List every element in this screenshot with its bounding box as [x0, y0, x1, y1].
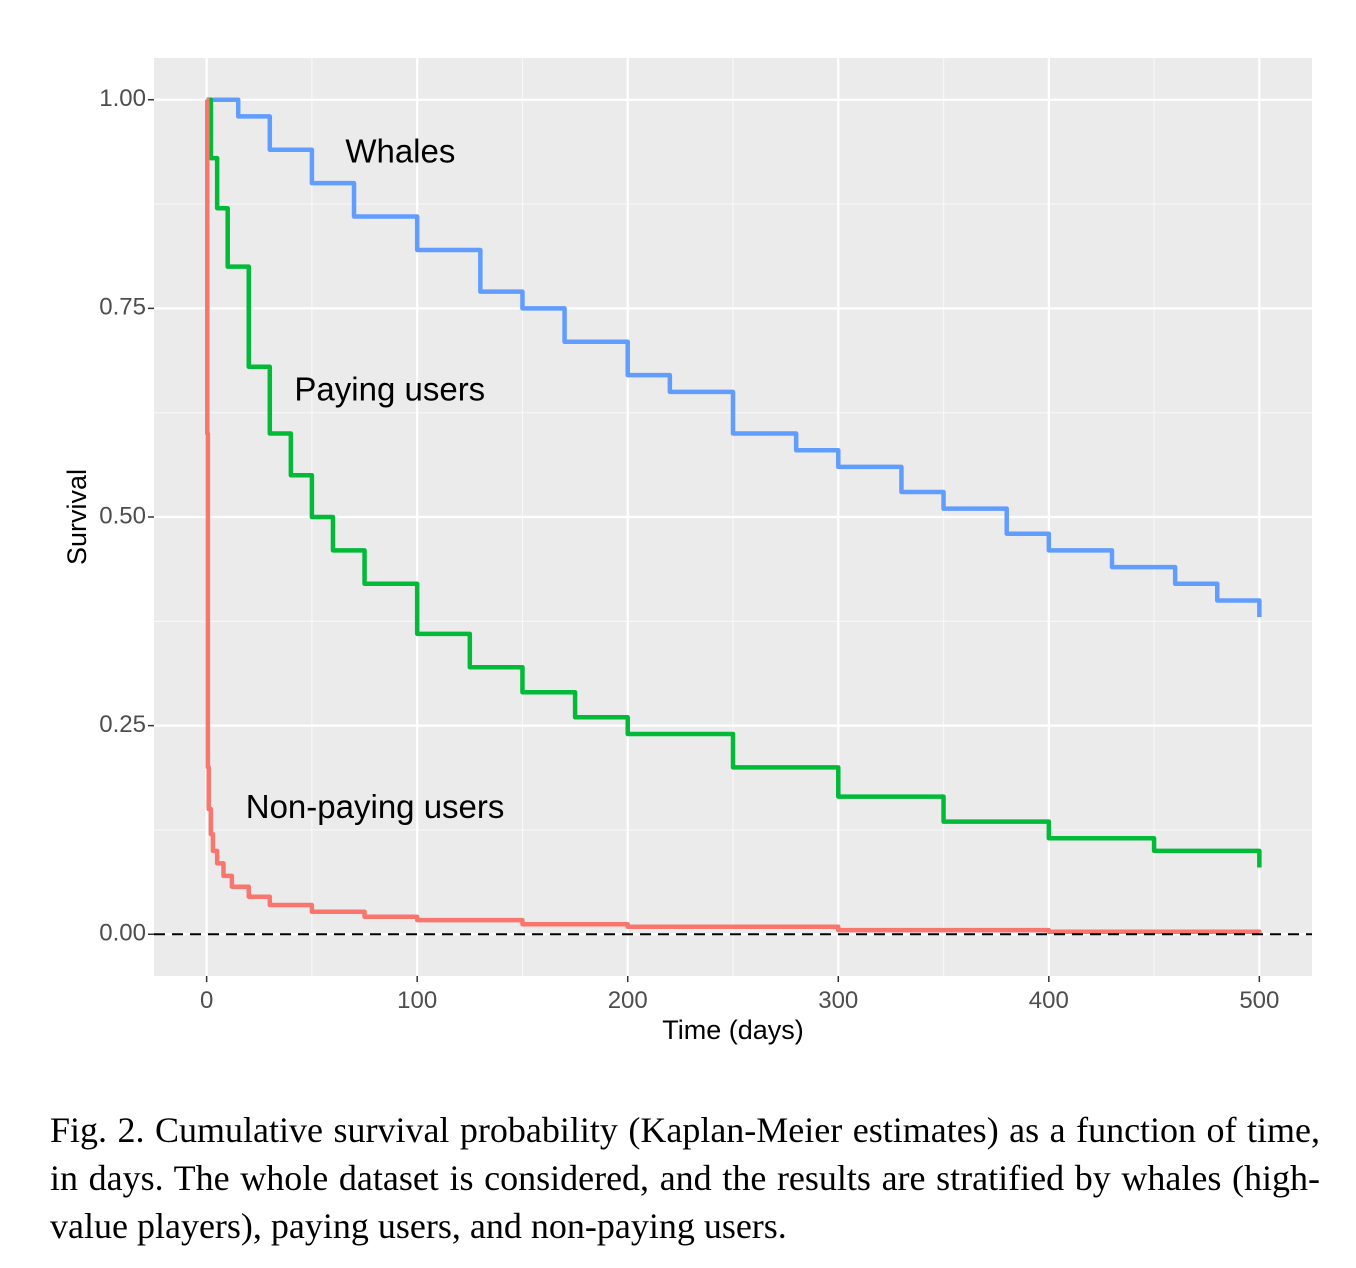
x-tick-label: 100	[397, 987, 437, 1014]
series-line-paying-users	[206, 97, 1262, 868]
x-tick-label: 400	[1029, 987, 1069, 1014]
series-line-non-paying-users	[205, 97, 1262, 935]
x-tick-label: 200	[608, 987, 648, 1014]
y-tick-label: 1.00	[99, 85, 146, 112]
series-annotations: Whales Paying users Non-paying users	[246, 133, 505, 825]
series-annotation: Whales	[345, 133, 455, 170]
series-line-whales	[206, 97, 1262, 618]
survival-curves	[205, 97, 1262, 935]
x-tick-label: 500	[1239, 987, 1279, 1014]
figure-caption: Fig. 2. Cumulative survival probability …	[50, 1110, 1320, 1246]
series-annotation: Paying users	[294, 371, 485, 408]
y-tick-label: 0.75	[99, 294, 146, 321]
x-axis-ticks: 0 100 200 300 400 500	[200, 976, 1279, 1014]
x-axis-title: Time (days)	[662, 1015, 804, 1045]
y-axis-title: Survival	[62, 469, 92, 565]
survival-chart: Whales Paying users Non-paying users 0 100 2…	[62, 58, 1312, 1045]
y-tick-label: 0.00	[99, 920, 146, 947]
x-tick-label: 0	[200, 987, 213, 1014]
y-axis-ticks: 0.00 0.25 0.50 0.75 1.00	[99, 85, 154, 947]
x-tick-label: 300	[818, 987, 858, 1014]
series-annotation: Non-paying users	[246, 788, 505, 825]
y-tick-label: 0.25	[99, 711, 146, 738]
y-tick-label: 0.50	[99, 502, 146, 529]
